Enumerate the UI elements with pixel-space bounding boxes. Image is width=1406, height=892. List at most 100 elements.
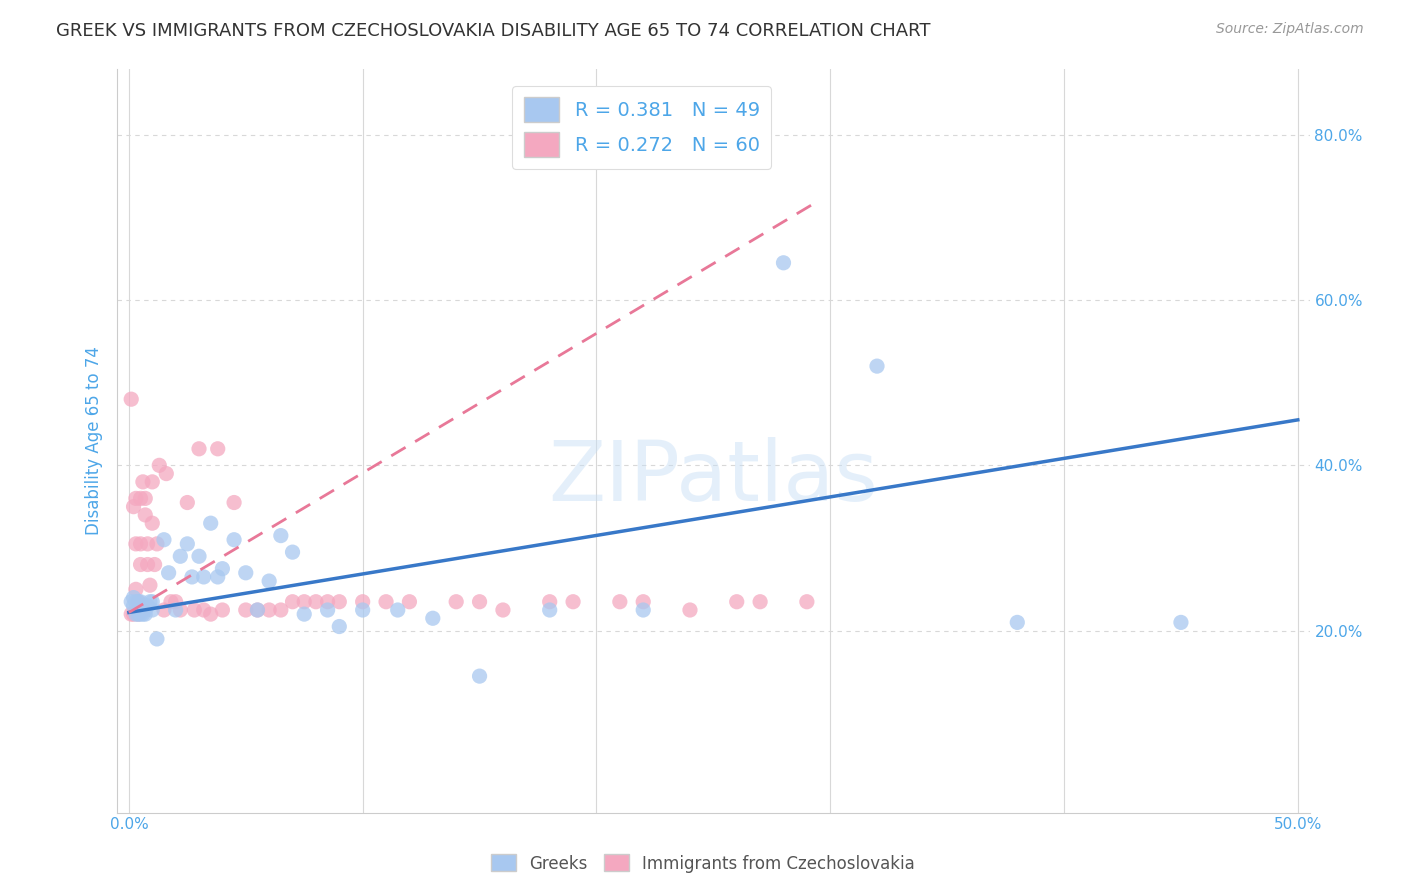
Point [193, 603, 215, 617]
Point [246, 603, 269, 617]
Point [165, 595, 187, 609]
Point [866, 359, 889, 373]
Point [1007, 615, 1029, 630]
Point [139, 595, 162, 609]
Point [141, 603, 163, 617]
Point [120, 392, 142, 407]
Point [153, 603, 176, 617]
Point [609, 595, 631, 609]
Point [153, 533, 176, 547]
Point [122, 500, 145, 514]
Point [444, 595, 467, 609]
Point [270, 528, 292, 542]
Point [181, 570, 204, 584]
Point [375, 595, 398, 609]
Point [127, 607, 149, 621]
Point [141, 595, 163, 609]
Point [134, 491, 156, 506]
Y-axis label: Disability Age 65 to 74: Disability Age 65 to 74 [86, 346, 103, 535]
Point [257, 603, 280, 617]
Point [132, 603, 155, 617]
Point [257, 574, 280, 588]
Point [749, 595, 772, 609]
Point [222, 495, 245, 509]
Point [122, 607, 145, 621]
Point [292, 607, 315, 621]
Point [200, 607, 222, 621]
Point [129, 603, 152, 617]
Point [725, 595, 748, 609]
Text: ZIPatlas: ZIPatlas [548, 437, 879, 518]
Point [328, 595, 350, 609]
Point [316, 595, 339, 609]
Point [129, 595, 152, 609]
Point [246, 603, 269, 617]
Point [422, 611, 444, 625]
Point [222, 533, 245, 547]
Point [398, 595, 420, 609]
Point [146, 632, 169, 646]
Point [679, 603, 702, 617]
Point [125, 582, 148, 597]
Point [292, 595, 315, 609]
Point [132, 607, 155, 621]
Text: GREEK VS IMMIGRANTS FROM CZECHOSLOVAKIA DISABILITY AGE 65 TO 74 CORRELATION CHAR: GREEK VS IMMIGRANTS FROM CZECHOSLOVAKIA … [56, 22, 931, 40]
Point [134, 603, 156, 617]
Point [132, 599, 155, 613]
Point [155, 467, 177, 481]
Point [127, 595, 149, 609]
Point [316, 603, 339, 617]
Point [538, 595, 561, 609]
Point [328, 619, 350, 633]
Point [132, 475, 155, 489]
Point [125, 607, 148, 621]
Point [129, 537, 152, 551]
Point [125, 537, 148, 551]
Point [772, 256, 794, 270]
Point [122, 599, 145, 613]
Point [1170, 615, 1192, 630]
Point [141, 516, 163, 531]
Point [270, 603, 292, 617]
Point [211, 562, 233, 576]
Point [139, 578, 162, 592]
Point [796, 595, 818, 609]
Point [492, 603, 515, 617]
Point [631, 603, 654, 617]
Point [148, 458, 170, 473]
Point [134, 508, 156, 522]
Text: Source: ZipAtlas.com: Source: ZipAtlas.com [1216, 22, 1364, 37]
Point [352, 595, 374, 609]
Point [129, 558, 152, 572]
Point [134, 607, 156, 621]
Point [169, 603, 191, 617]
Point [122, 591, 145, 605]
Point [129, 491, 152, 506]
Point [136, 558, 159, 572]
Point [281, 545, 304, 559]
Point [631, 595, 654, 609]
Point [136, 599, 159, 613]
Point [352, 603, 374, 617]
Point [188, 442, 211, 456]
Point [281, 595, 304, 609]
Point [176, 537, 198, 551]
Point [211, 603, 233, 617]
Point [387, 603, 409, 617]
Point [538, 603, 561, 617]
Point [143, 558, 166, 572]
Point [562, 595, 585, 609]
Legend: Greeks, Immigrants from Czechoslovakia: Greeks, Immigrants from Czechoslovakia [484, 847, 922, 880]
Point [127, 595, 149, 609]
Point [120, 607, 142, 621]
Legend: R = 0.381   N = 49, R = 0.272   N = 60: R = 0.381 N = 49, R = 0.272 N = 60 [512, 86, 772, 169]
Point [120, 595, 142, 609]
Point [468, 669, 491, 683]
Point [188, 549, 211, 564]
Point [125, 595, 148, 609]
Point [235, 603, 257, 617]
Point [169, 549, 191, 564]
Point [207, 442, 229, 456]
Point [129, 607, 152, 621]
Point [193, 570, 215, 584]
